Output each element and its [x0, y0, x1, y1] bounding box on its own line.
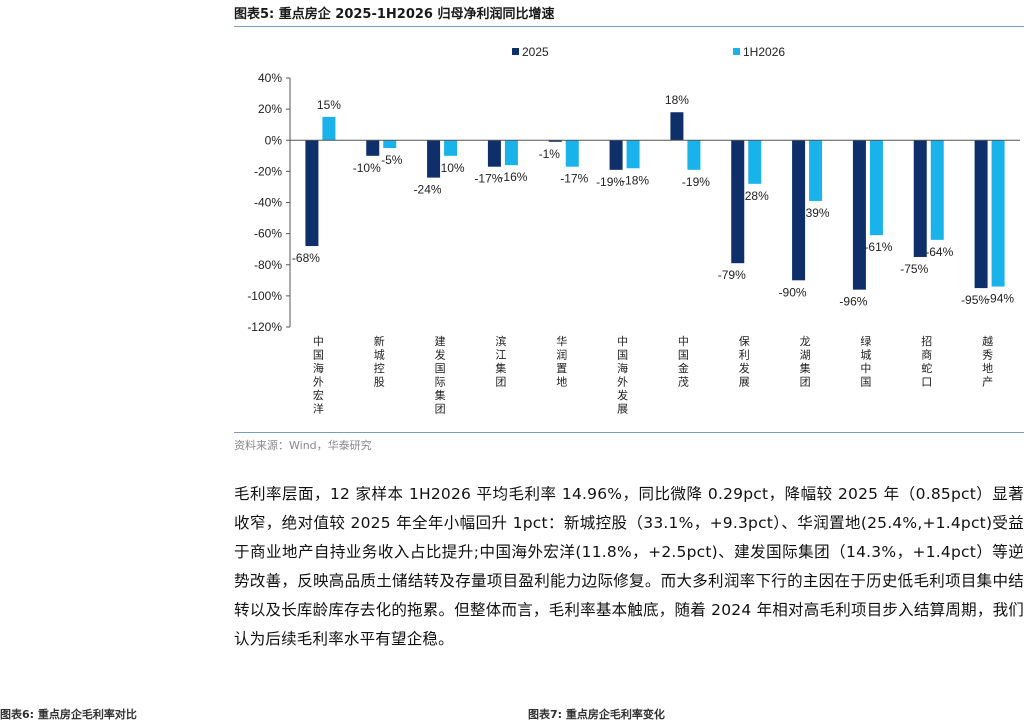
data-label-1H2026-7: 28%	[745, 189, 769, 203]
legend-label-1H2026: 1H2026	[743, 45, 785, 59]
data-label-2025-9: -96%	[839, 295, 867, 309]
data-label-1H2026-8: 39%	[806, 206, 830, 220]
bar-2025-3	[487, 140, 501, 167]
data-label-1H2026-2: 10%	[441, 161, 465, 175]
x-axis-labels: 中国海外宏洋 新城控股 建发国际集团 滨江集团 华润置地 中国海外发展 中国金茂 保利发展 龙湖…	[313, 334, 993, 416]
bar-1H2026-6	[687, 140, 701, 170]
bar-chart: 2025 1H2026 40% 20% 0% -20% -40% -60% -80% -100%…	[247, 45, 1020, 416]
x-category-label-9: 绿城中国	[860, 334, 871, 389]
x-category-label-10: 招商蛇口	[921, 334, 932, 389]
bar-1H2026-7	[748, 140, 762, 184]
data-label-2025-5: -19%	[596, 175, 624, 189]
data-label-1H2026-4: -17%	[560, 172, 588, 186]
next-figure-title-left: 图表6: 重点房企毛利率对比	[0, 708, 137, 721]
bar-2025-10	[913, 140, 927, 257]
chart-legend: 2025 1H2026	[512, 45, 785, 59]
bar-1H2026-11	[991, 140, 1005, 287]
bar-1H2026-3	[504, 140, 518, 166]
bars-group	[305, 112, 1005, 290]
y-tick-label: -120%	[247, 320, 282, 334]
data-label-2025-3: -17%	[474, 172, 502, 186]
data-label-2025-2: -24%	[414, 183, 442, 197]
data-label-1H2026-5: -18%	[621, 173, 649, 187]
source-note: 资料来源：Wind，华泰研究	[234, 432, 1024, 453]
x-category-label-3: 滨江集团	[495, 334, 506, 389]
bar-2025-4	[548, 140, 562, 142]
bar-1H2026-0	[322, 116, 336, 141]
legend-swatch-1H2026	[733, 48, 740, 55]
x-category-label-4: 华润置地	[556, 334, 567, 389]
legend-swatch-2025	[512, 48, 519, 55]
bar-1H2026-10	[930, 140, 944, 240]
y-tick-label: -100%	[247, 289, 282, 303]
data-label-2025-10: -75%	[900, 262, 928, 276]
bar-1H2026-5	[626, 140, 640, 169]
bar-2025-9	[852, 140, 866, 290]
y-tick-label: 0%	[265, 133, 283, 147]
bar-2025-8	[792, 140, 806, 281]
bar-1H2026-1	[383, 140, 397, 149]
y-axis: 40% 20% 0% -20% -40% -60% -80% -100% -120%	[247, 71, 291, 334]
bar-1H2026-2	[444, 140, 458, 156]
x-category-label-6: 中国金茂	[678, 335, 689, 389]
bar-2025-1	[366, 140, 380, 156]
y-tick-label: -60%	[254, 227, 282, 241]
data-label-1H2026-1: -5%	[381, 153, 403, 167]
data-label-1H2026-0: 15%	[317, 98, 341, 112]
data-label-2025-0: -68%	[292, 251, 320, 265]
data-label-2025-6: 18%	[665, 93, 689, 107]
data-label-2025-1: -10%	[353, 161, 381, 175]
next-figure-title-right: 图表7: 重点房企毛利率变化	[528, 708, 665, 721]
data-label-2025-8: -90%	[779, 285, 807, 299]
y-tick-label: -80%	[254, 258, 282, 272]
x-category-label-11: 越秀地产	[982, 334, 993, 389]
y-tick-label: 40%	[258, 71, 282, 85]
y-tick-label: 20%	[258, 102, 282, 116]
bar-2025-5	[609, 140, 623, 170]
bar-2025-7	[731, 140, 745, 264]
data-label-2025-7: -79%	[718, 268, 746, 282]
bar-1H2026-8	[809, 140, 823, 201]
y-tick-label: -40%	[254, 196, 282, 210]
y-tick-label: -20%	[254, 164, 282, 178]
x-category-label-1: 新城控股	[374, 334, 385, 389]
figure-title: 图表5: 重点房企 2025-1H2026 归母净利润同比增速	[234, 6, 1024, 27]
data-label-2025-4: -1%	[539, 147, 561, 161]
legend-label-2025: 2025	[522, 45, 549, 59]
data-label-1H2026-10: -64%	[925, 245, 953, 259]
body-paragraph: 毛利率层面，12 家样本 1H2026 平均毛利率 14.96%，同比微降 0.…	[234, 485, 1024, 648]
x-category-label-0: 中国海外宏洋	[313, 335, 324, 416]
bar-2025-11	[974, 140, 988, 289]
data-label-1H2026-9: -61%	[864, 240, 892, 254]
data-label-2025-11: -95%	[961, 293, 989, 307]
data-label-1H2026-3: -16%	[499, 170, 527, 184]
x-category-label-5: 中国海外发展	[617, 335, 628, 416]
bar-2025-0	[305, 140, 319, 247]
bar-2025-6	[670, 112, 684, 141]
x-category-label-8: 龙湖集团	[800, 335, 811, 389]
bar-2025-2	[427, 140, 441, 178]
bar-1H2026-9	[869, 140, 883, 236]
data-labels-group: -68% -10% -24% -17% -1% -19% 18% -79% -90% -96% -7…	[292, 93, 1015, 308]
data-label-1H2026-11: -94%	[986, 292, 1014, 306]
bar-1H2026-4	[565, 140, 579, 167]
x-category-label-2: 建发国际集团	[435, 334, 446, 416]
data-label-1H2026-6: -19%	[682, 175, 710, 189]
x-category-label-7: 保利发展	[739, 334, 750, 389]
